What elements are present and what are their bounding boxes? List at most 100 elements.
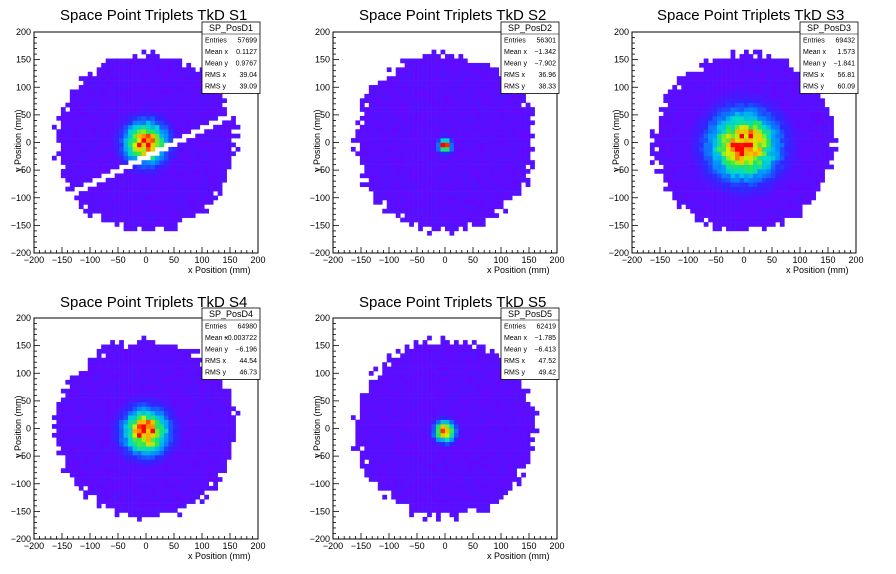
heatmap-cell	[65, 151, 71, 157]
heatmap-cell	[96, 379, 102, 385]
heatmap-cell	[105, 415, 111, 420]
heatmap-cell	[65, 459, 71, 465]
heatmap-cell	[74, 415, 80, 420]
heatmap-cell	[69, 89, 75, 95]
heatmap-cell	[163, 80, 169, 86]
heatmap-cell	[382, 133, 388, 139]
heatmap-cell	[779, 160, 785, 165]
heatmap-cell	[101, 437, 106, 443]
heatmap-cell	[368, 169, 374, 174]
heatmap-cell	[445, 208, 450, 214]
heatmap-cell	[663, 133, 669, 139]
heatmap-cell	[761, 195, 767, 201]
heatmap-cell	[159, 353, 165, 359]
heatmap-cell	[739, 76, 745, 81]
heatmap-cell	[467, 62, 473, 68]
heatmap-cell	[69, 415, 75, 420]
heatmap-cell	[373, 169, 379, 174]
heatmap-cell	[449, 107, 455, 112]
heatmap-cell	[141, 62, 147, 68]
heatmap-cell	[101, 415, 106, 420]
heatmap-cell	[159, 169, 165, 174]
heatmap-cell	[793, 102, 799, 108]
heatmap-cell	[449, 67, 455, 73]
heatmap-cell	[748, 115, 754, 121]
heatmap-cell	[752, 67, 758, 73]
heatmap-cell	[141, 477, 147, 482]
heatmap-cell	[489, 169, 495, 174]
heatmap-cell	[784, 98, 790, 104]
heatmap-cell	[717, 155, 722, 161]
heatmap-cell	[195, 107, 201, 112]
heatmap-cell	[92, 455, 98, 460]
heatmap-cell	[172, 397, 178, 403]
heatmap-cell	[717, 85, 722, 90]
heatmap-cell	[735, 204, 740, 210]
heatmap-cell	[498, 120, 504, 126]
heatmap-cell	[217, 164, 223, 170]
heatmap-cell	[386, 115, 392, 121]
heatmap-cell	[494, 151, 500, 157]
heatmap-cell	[462, 191, 468, 196]
heatmap-cell	[480, 71, 486, 77]
heatmap-cell	[820, 124, 825, 130]
heatmap-cell	[141, 98, 147, 104]
heatmap-cell	[418, 213, 423, 218]
heatmap-cell	[811, 142, 816, 148]
heatmap-cell	[699, 186, 704, 192]
heatmap-cell	[60, 419, 66, 425]
heatmap-cell	[489, 129, 495, 134]
heatmap-cell	[427, 107, 432, 112]
heatmap-cell	[766, 102, 772, 108]
heatmap-cell	[649, 129, 655, 134]
heatmap-cell	[721, 124, 727, 130]
heatmap-cell	[355, 151, 361, 157]
heatmap-cell	[775, 76, 781, 81]
heatmap-cell	[427, 133, 432, 139]
heatmap-cell	[213, 102, 218, 108]
heatmap-cell	[154, 129, 160, 134]
heatmap-cell	[489, 155, 495, 161]
heatmap-cell	[386, 133, 392, 139]
heatmap-cell	[730, 222, 736, 227]
heatmap-cell	[74, 388, 80, 394]
heatmap-cell	[74, 384, 80, 390]
heatmap-cell	[119, 129, 124, 134]
heatmap-cell	[449, 204, 455, 210]
heatmap-cell	[137, 384, 142, 390]
heatmap-cell	[726, 102, 731, 108]
heatmap-cell	[123, 428, 129, 434]
heatmap-cell	[820, 120, 825, 126]
heatmap-cell	[74, 182, 80, 187]
heatmap-cell	[141, 58, 147, 64]
heatmap-cell	[712, 89, 718, 95]
heatmap-cell	[105, 58, 111, 64]
heatmap-cell	[364, 138, 370, 143]
heatmap-cell	[382, 151, 388, 157]
heatmap-cell	[137, 89, 142, 95]
heatmap-cell	[449, 115, 455, 121]
heatmap-cell	[141, 129, 147, 134]
heatmap-cell	[137, 419, 142, 425]
heatmap-cell	[146, 177, 151, 183]
heatmap-cell	[685, 146, 691, 152]
heatmap-cell	[395, 133, 401, 139]
heatmap-cell	[507, 160, 513, 165]
heatmap-cell	[708, 213, 713, 218]
heatmap-cell	[676, 191, 682, 196]
y-tick-label: 0	[325, 138, 330, 148]
heatmap-cell	[96, 142, 102, 148]
heatmap-cell	[92, 195, 98, 201]
heatmap-cell	[703, 133, 709, 139]
heatmap-cell	[123, 432, 129, 438]
heatmap-cell	[400, 217, 405, 223]
heatmap-cell	[811, 160, 816, 165]
heatmap-cell	[123, 468, 129, 473]
heatmap-cell	[146, 508, 151, 513]
heatmap-cell	[154, 415, 160, 420]
heatmap-cell	[672, 111, 678, 117]
heatmap-cell	[485, 208, 491, 214]
heatmap-cell	[373, 102, 379, 108]
heatmap-cell	[815, 177, 821, 183]
heatmap-cell	[422, 62, 428, 68]
